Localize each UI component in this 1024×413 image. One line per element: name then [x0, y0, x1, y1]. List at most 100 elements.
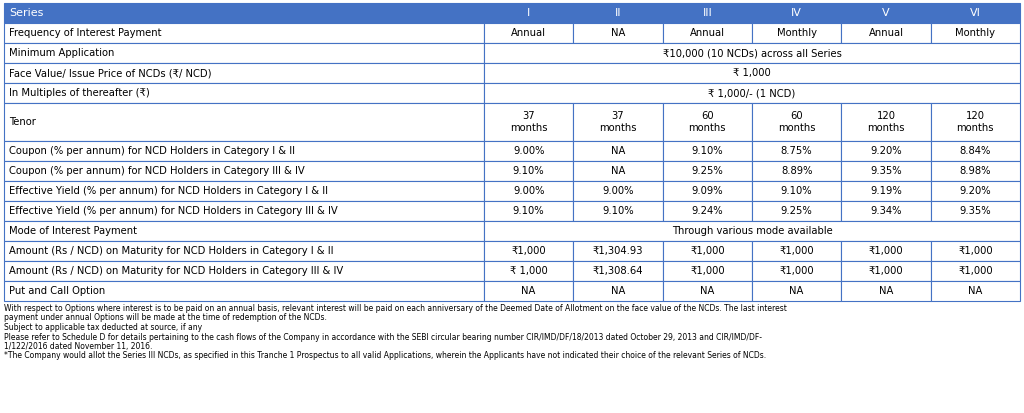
Bar [663, 281, 752, 301]
Text: ₹1,000: ₹1,000 [511, 246, 546, 256]
Text: 60
months: 60 months [778, 111, 815, 133]
Text: NA: NA [610, 146, 626, 156]
Bar [663, 3, 752, 23]
Bar [931, 161, 1020, 181]
Text: Annual: Annual [511, 28, 546, 38]
Text: Series: Series [9, 8, 43, 18]
Text: 60
months: 60 months [688, 111, 726, 133]
Text: ₹1,000: ₹1,000 [779, 246, 814, 256]
Bar [484, 3, 573, 23]
Text: ₹ 1,000: ₹ 1,000 [510, 266, 548, 276]
Text: payment under annual Options will be made at the time of redemption of the NCDs.: payment under annual Options will be mad… [4, 313, 327, 323]
Bar [484, 261, 573, 281]
Bar [484, 63, 1020, 83]
Text: 120
months: 120 months [956, 111, 994, 133]
Text: NA: NA [610, 166, 626, 176]
Bar [663, 181, 752, 201]
Bar [842, 181, 931, 201]
Text: NA: NA [610, 28, 626, 38]
Text: NA: NA [968, 286, 982, 296]
Bar [484, 161, 573, 181]
Text: Coupon (% per annum) for NCD Holders in Category I & II: Coupon (% per annum) for NCD Holders in … [9, 146, 295, 156]
Bar [842, 261, 931, 281]
Bar [931, 23, 1020, 43]
Bar [752, 181, 842, 201]
Text: ₹ 1,000: ₹ 1,000 [733, 68, 771, 78]
Text: Face Value/ Issue Price of NCDs (₹/ NCD): Face Value/ Issue Price of NCDs (₹/ NCD) [9, 68, 212, 78]
Bar [663, 161, 752, 181]
Bar [4, 221, 484, 241]
Bar [573, 141, 663, 161]
Text: Put and Call Option: Put and Call Option [9, 286, 105, 296]
Bar [4, 161, 484, 181]
Text: 9.20%: 9.20% [959, 186, 991, 196]
Text: 9.35%: 9.35% [870, 166, 902, 176]
Bar [573, 23, 663, 43]
Text: Annual: Annual [868, 28, 903, 38]
Text: ₹1,000: ₹1,000 [958, 246, 992, 256]
Text: ₹1,000: ₹1,000 [779, 266, 814, 276]
Bar [4, 63, 484, 83]
Text: II: II [614, 8, 622, 18]
Text: 9.10%: 9.10% [513, 166, 545, 176]
Text: Mode of Interest Payment: Mode of Interest Payment [9, 226, 137, 236]
Text: NA: NA [790, 286, 804, 296]
Bar [842, 161, 931, 181]
Bar [4, 261, 484, 281]
Bar [663, 23, 752, 43]
Text: Effective Yield (% per annum) for NCD Holders in Category I & II: Effective Yield (% per annum) for NCD Ho… [9, 186, 328, 196]
Text: 9.20%: 9.20% [870, 146, 902, 156]
Bar [573, 181, 663, 201]
Bar [663, 103, 752, 141]
Text: NA: NA [521, 286, 536, 296]
Bar [931, 201, 1020, 221]
Text: Tenor: Tenor [9, 117, 36, 127]
Bar [663, 141, 752, 161]
Bar [484, 241, 573, 261]
Bar [752, 3, 842, 23]
Text: 37
months: 37 months [510, 111, 548, 133]
Bar [663, 201, 752, 221]
Text: Amount (Rs / NCD) on Maturity for NCD Holders in Category III & IV: Amount (Rs / NCD) on Maturity for NCD Ho… [9, 266, 343, 276]
Bar [573, 261, 663, 281]
Bar [484, 181, 573, 201]
Bar [4, 141, 484, 161]
Text: 9.25%: 9.25% [780, 206, 812, 216]
Bar [752, 23, 842, 43]
Bar [842, 201, 931, 221]
Text: ₹1,000: ₹1,000 [958, 266, 992, 276]
Text: VI: VI [970, 8, 981, 18]
Bar [484, 103, 573, 141]
Bar [931, 3, 1020, 23]
Bar [4, 43, 484, 63]
Text: NA: NA [700, 286, 715, 296]
Text: 8.75%: 8.75% [781, 146, 812, 156]
Text: Frequency of Interest Payment: Frequency of Interest Payment [9, 28, 162, 38]
Text: With respect to Options where interest is to be paid on an annual basis, relevan: With respect to Options where interest i… [4, 304, 786, 313]
Bar [842, 241, 931, 261]
Bar [842, 23, 931, 43]
Bar [752, 281, 842, 301]
Bar [931, 141, 1020, 161]
Text: 8.89%: 8.89% [781, 166, 812, 176]
Bar [573, 281, 663, 301]
Text: 9.10%: 9.10% [513, 206, 545, 216]
Bar [4, 3, 484, 23]
Text: IV: IV [792, 8, 802, 18]
Bar [4, 23, 484, 43]
Text: 9.19%: 9.19% [870, 186, 902, 196]
Bar [484, 141, 573, 161]
Bar [842, 281, 931, 301]
Text: Monthly: Monthly [776, 28, 817, 38]
Bar [842, 3, 931, 23]
Bar [931, 241, 1020, 261]
Bar [484, 23, 573, 43]
Text: Coupon (% per annum) for NCD Holders in Category III & IV: Coupon (% per annum) for NCD Holders in … [9, 166, 305, 176]
Text: In Multiples of thereafter (₹): In Multiples of thereafter (₹) [9, 88, 150, 98]
Bar [752, 261, 842, 281]
Bar [663, 241, 752, 261]
Text: ₹10,000 (10 NCDs) across all Series: ₹10,000 (10 NCDs) across all Series [663, 48, 842, 58]
Bar [931, 261, 1020, 281]
Text: 9.35%: 9.35% [959, 206, 991, 216]
Text: V: V [883, 8, 890, 18]
